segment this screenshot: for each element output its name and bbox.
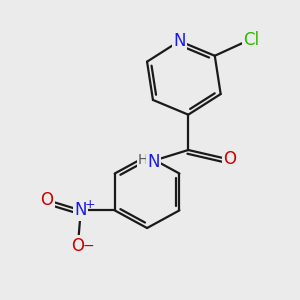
- Text: N: N: [173, 32, 186, 50]
- Text: O: O: [71, 237, 84, 255]
- Text: Cl: Cl: [244, 31, 260, 49]
- Text: N: N: [75, 201, 87, 219]
- Text: −: −: [82, 239, 94, 253]
- Text: H: H: [137, 153, 148, 167]
- Text: O: O: [224, 150, 237, 168]
- Text: O: O: [40, 191, 53, 209]
- Text: +: +: [84, 198, 95, 211]
- Text: N: N: [147, 153, 160, 171]
